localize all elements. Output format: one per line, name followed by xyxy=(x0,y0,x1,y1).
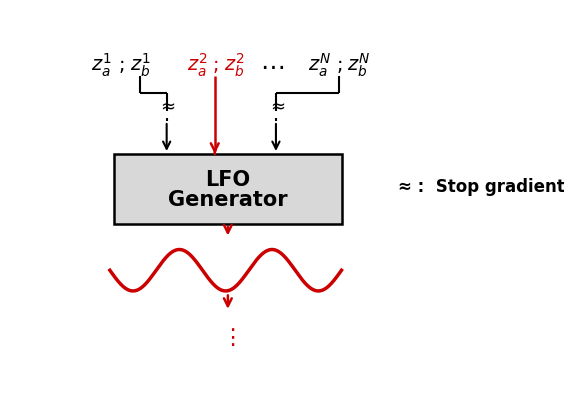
Text: $\approx$: $\approx$ xyxy=(267,96,285,114)
Text: $z_a^1$: $z_a^1$ xyxy=(91,52,111,79)
Text: $;$: $;$ xyxy=(118,56,124,75)
Text: $z_b^N$: $z_b^N$ xyxy=(347,52,371,79)
Text: Generator: Generator xyxy=(168,190,288,210)
Text: $\approx$: $\approx$ xyxy=(157,96,176,114)
Text: ≈ :  Stop gradient: ≈ : Stop gradient xyxy=(398,177,564,195)
Text: $\vdots$: $\vdots$ xyxy=(221,325,235,347)
Text: $z_b^2$: $z_b^2$ xyxy=(224,52,245,79)
Text: $z_a^N$: $z_a^N$ xyxy=(308,52,331,79)
Text: $;$: $;$ xyxy=(336,56,342,75)
Text: $z_b^1$: $z_b^1$ xyxy=(130,52,151,79)
Text: $\cdots$: $\cdots$ xyxy=(259,54,284,77)
Text: $;$: $;$ xyxy=(212,56,218,75)
Text: $z_a^2$: $z_a^2$ xyxy=(187,52,208,79)
Text: LFO: LFO xyxy=(205,169,250,189)
Bar xyxy=(114,154,342,225)
